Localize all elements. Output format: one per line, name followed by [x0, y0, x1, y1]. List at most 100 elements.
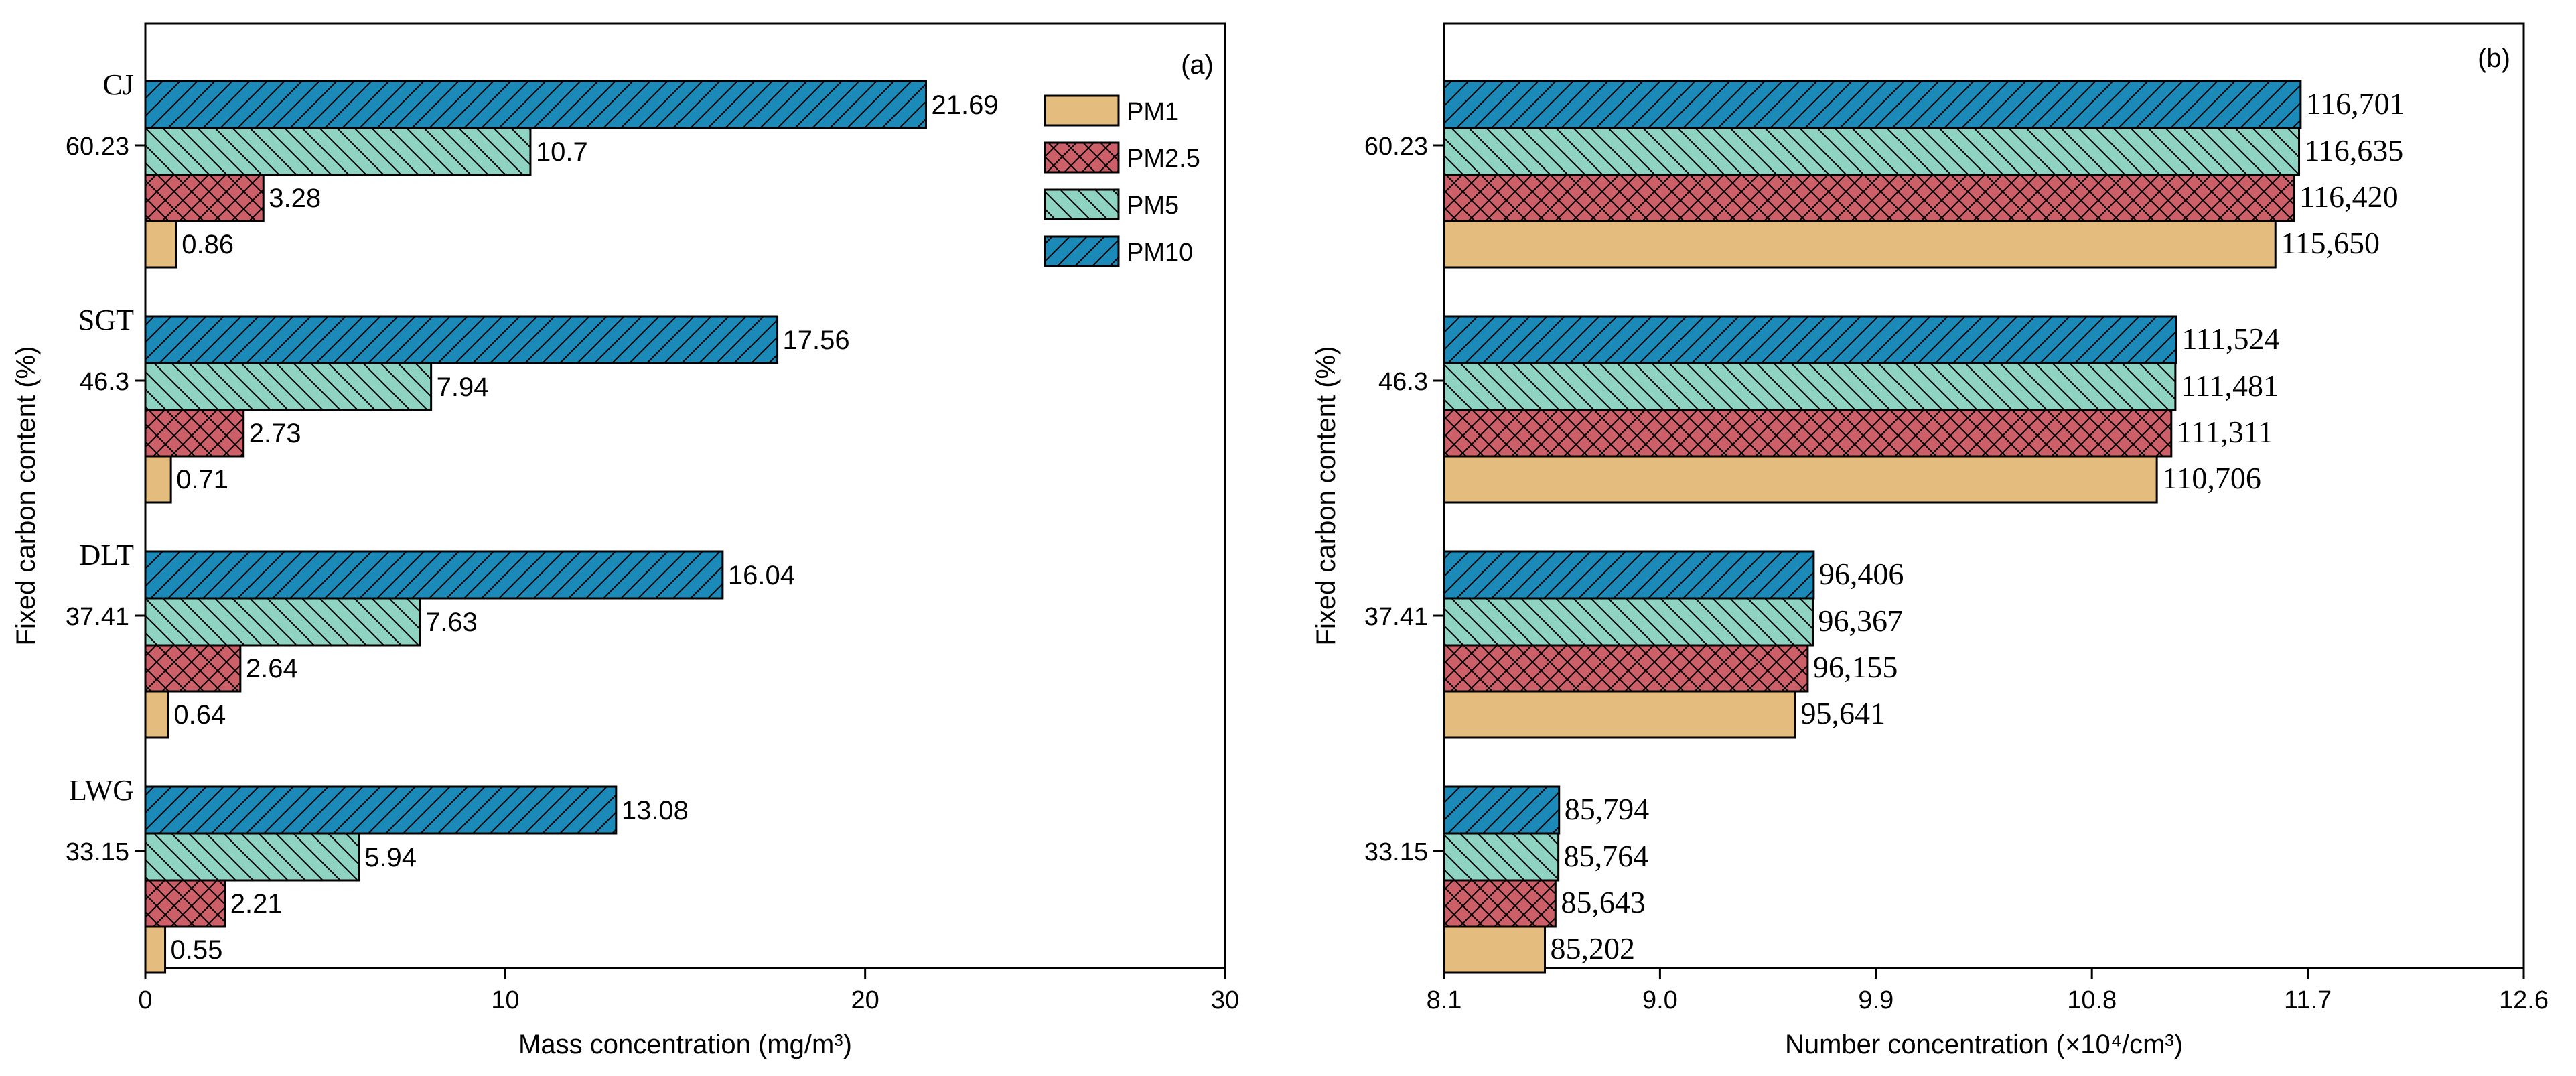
y-axis-title-b: Fixed carbon content (%) [1311, 346, 1341, 646]
group-label-lwg: LWG [69, 774, 134, 807]
y-tick-label-b-463: 46.3 [1378, 368, 1428, 396]
bar-a-pm5-463-hatch [145, 363, 431, 410]
bar-a-pm25-6023-hatch [145, 174, 264, 221]
bar-a-pm10-6023-hatch [145, 81, 926, 128]
bar-a-pm1-463 [144, 454, 172, 504]
legend-label-pm10: PM10 [1127, 239, 1193, 267]
bar-a-pm25-3741-hatch [145, 645, 240, 691]
bar-b-pm10-3315-hatch [1444, 787, 1559, 833]
group-label-dlt: DLT [80, 539, 135, 571]
x-tick-label-b-0: 8.1 [1427, 986, 1462, 1014]
value-label-b-pm25-463: 111,311 [2177, 415, 2273, 449]
value-label-a-pm1-463: 0.71 [176, 465, 228, 494]
panel-b: 115,650 110,706 95,641 85,202 116,420 111,311… [1311, 22, 2549, 1059]
bar-a-pm5-3315-hatch [145, 833, 360, 880]
x-tick-label-a-0: 0 [138, 986, 152, 1014]
bar-b-pm5-3315-hatch [1444, 833, 1559, 880]
legend-label-pm5: PM5 [1127, 192, 1179, 220]
bar-b-pm1-3741 [1443, 689, 1796, 739]
y-axis-title-a: Fixed carbon content (%) [11, 346, 41, 646]
panel-label-b: (b) [2478, 44, 2510, 73]
x-tick-label-a-3: 30 [1211, 986, 1239, 1014]
value-label-b-pm5-3741: 96,367 [1818, 604, 1903, 638]
bar-a-pm1-6023 [144, 219, 177, 269]
bar-b-pm5-463-hatch [1444, 363, 2175, 410]
bar-a-pm10-3315-hatch [145, 787, 616, 833]
value-label-a-pm5-3741: 7.63 [425, 608, 478, 637]
group-label-cj: CJ [103, 68, 134, 101]
value-label-a-pm25-3315: 2.21 [230, 889, 283, 919]
bar-a-pm25-3315-hatch [145, 880, 225, 927]
value-label-a-pm25-3741: 2.64 [246, 654, 298, 683]
legend-swatch-pm1 [1044, 94, 1120, 127]
value-label-a-pm25-463: 2.73 [249, 419, 301, 448]
value-label-a-pm25-6023: 3.28 [269, 184, 321, 213]
value-label-b-pm10-3741: 96,406 [1819, 557, 1904, 591]
bar-a-pm5-6023-hatch [145, 128, 530, 175]
value-label-a-pm10-463: 17.56 [783, 326, 850, 355]
bar-a-pm1-3741 [144, 689, 169, 739]
y-tick-label-a-3741: 37.41 [66, 603, 129, 631]
value-label-b-pm10-6023: 116,701 [2306, 86, 2405, 121]
bar-b-pm1-6023 [1443, 219, 2277, 269]
y-tick-label-b-3741: 37.41 [1364, 603, 1428, 631]
x-axis-title-b: Number concentration (×10⁴/cm³) [1785, 1030, 2183, 1059]
x-tick-label-b-4: 11.7 [2284, 986, 2332, 1014]
value-label-b-pm1-6023: 115,650 [2281, 226, 2380, 260]
group-label-sgt: SGT [78, 304, 134, 336]
value-label-b-pm1-463: 110,706 [2162, 461, 2261, 495]
legend-label-pm1: PM1 [1127, 98, 1179, 126]
y-tick-label-a-463: 46.3 [80, 368, 129, 396]
value-label-a-pm10-3741: 16.04 [728, 561, 795, 590]
x-axis-a: 60.23 46.3 37.41 33.15 0 10 20 30 CJ SGT DLT LWG [66, 68, 1239, 1014]
value-label-b-pm5-3315: 85,764 [1564, 839, 1649, 873]
bar-b-pm5-6023-hatch [1444, 128, 2299, 175]
value-label-b-pm10-3315: 85,794 [1565, 792, 1650, 826]
x-tick-label-b-1: 9.0 [1642, 986, 1678, 1014]
bar-b-pm25-463-hatch [1444, 409, 2171, 456]
panel-label-a: (a) [1181, 50, 1214, 80]
panel-a: 0.86 0.71 0.64 0.55 3.28 2.73 2.64 2.21 10.7 7.94… [11, 22, 1239, 1059]
legend-swatch-hatch-pm10 [1045, 237, 1119, 266]
y-tick-label-a-3315: 33.15 [66, 838, 129, 866]
legend-label-pm25: PM2.5 [1127, 145, 1200, 173]
value-label-a-pm1-3315: 0.55 [171, 935, 223, 965]
bar-b-pm1-463 [1443, 454, 2158, 504]
y-tick-label-a-6023: 60.23 [66, 133, 129, 161]
x-tick-label-a-1: 10 [491, 986, 519, 1014]
value-label-a-pm10-3315: 13.08 [622, 796, 689, 825]
bar-a-pm5-3741-hatch [145, 598, 420, 645]
x-axis-title-a: Mass concentration (mg/m³) [518, 1030, 852, 1059]
legend-swatch-hatch-pm25 [1045, 143, 1119, 172]
bar-b-pm25-3315-hatch [1444, 880, 1556, 927]
bar-b-pm10-3741-hatch [1444, 551, 1814, 598]
bar-b-pm25-6023-hatch [1444, 174, 2294, 221]
value-label-b-pm10-463: 111,524 [2181, 322, 2279, 356]
y-tick-label-b-6023: 60.23 [1364, 133, 1428, 161]
value-label-a-pm1-3741: 0.64 [173, 700, 226, 730]
x-tick-label-b-2: 9.9 [1858, 986, 1893, 1014]
x-tick-label-b-3: 10.8 [2067, 986, 2117, 1014]
bar-a-pm10-463-hatch [145, 316, 778, 363]
value-label-a-pm1-6023: 0.86 [182, 230, 234, 259]
value-label-a-pm5-463: 7.94 [437, 373, 489, 402]
bar-b-pm25-3741-hatch [1444, 645, 1808, 691]
x-axis-b: 60.23 46.3 37.41 33.15 8.1 9.0 9.9 10.8 11.7 12.6 [1364, 133, 2549, 1014]
bar-a-pm25-463-hatch [145, 409, 244, 456]
value-label-b-pm25-3741: 96,155 [1813, 650, 1898, 684]
bar-b-pm10-463-hatch [1444, 316, 2177, 363]
legend-swatch-hatch-pm5 [1045, 190, 1119, 219]
x-tick-label-b-5: 12.6 [2499, 986, 2549, 1014]
x-tick-label-a-2: 20 [851, 986, 879, 1014]
bar-b-pm5-3741-hatch [1444, 598, 1813, 645]
value-label-b-pm1-3741: 95,641 [1800, 696, 1885, 730]
bars-a: 0.86 0.71 0.64 0.55 3.28 2.73 2.64 2.21 10.7 7.94… [144, 80, 999, 974]
legend: PM1 PM2.5 PM5 PM10 [1044, 94, 1200, 267]
value-label-b-pm25-6023: 116,420 [2299, 180, 2399, 214]
value-label-a-pm5-6023: 10.7 [536, 137, 588, 167]
value-label-a-pm5-3315: 5.94 [364, 843, 417, 872]
bar-b-pm1-3315 [1443, 925, 1547, 974]
value-label-b-pm5-6023: 116,635 [2305, 133, 2404, 167]
bar-a-pm1-3315 [144, 925, 167, 974]
